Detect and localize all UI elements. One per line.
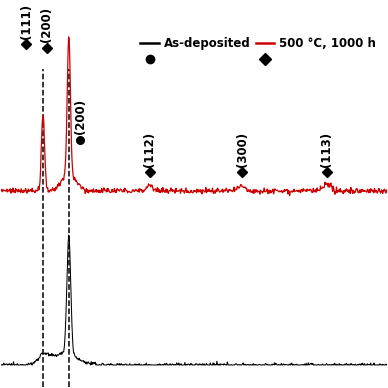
Text: (112): (112)	[143, 132, 156, 167]
Text: (300): (300)	[236, 132, 249, 167]
Text: (111): (111)	[20, 3, 33, 39]
Text: (200): (200)	[40, 7, 53, 42]
Legend: As-deposited, , 500 °C, 1000 h, : As-deposited, , 500 °C, 1000 h,	[136, 32, 381, 70]
Text: (200): (200)	[74, 99, 87, 134]
Text: (113): (113)	[320, 132, 333, 167]
